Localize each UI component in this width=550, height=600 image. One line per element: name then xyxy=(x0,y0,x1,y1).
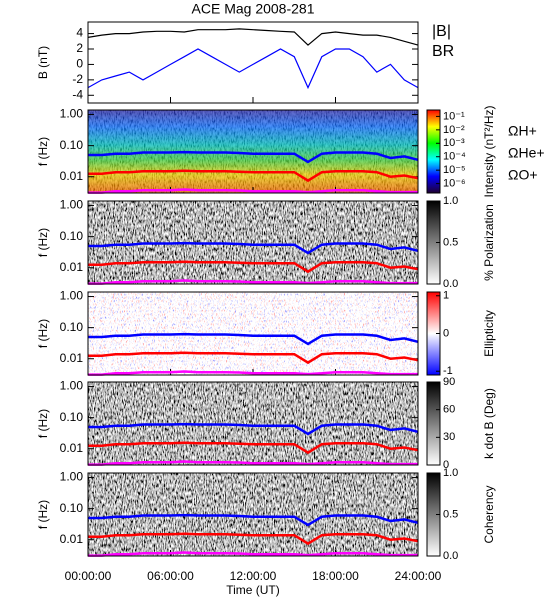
y-tick-label: 1.00 xyxy=(60,198,84,212)
gyro-line xyxy=(88,332,419,346)
y-tick-label: 0.01 xyxy=(60,351,84,365)
colorbar-tick-label: 60 xyxy=(443,404,455,416)
y-axis-label: f (Hz) xyxy=(36,500,50,529)
colorbar-tick-label: 0 xyxy=(443,327,449,339)
colorbar-tick-label: 10⁻¹ xyxy=(443,110,465,122)
gyro-line xyxy=(88,551,418,557)
colorbar-tick-label: 10⁻⁵ xyxy=(443,164,466,176)
colorbar xyxy=(426,109,441,194)
gyro-line xyxy=(88,188,418,194)
colorbar-tick-label: 1.0 xyxy=(443,467,458,479)
spectrogram-image xyxy=(88,473,418,556)
colorbar-label: Coherency xyxy=(482,485,496,543)
gyro-line xyxy=(88,370,418,376)
gyro-line xyxy=(88,422,419,436)
legend-label: ΩHe+ xyxy=(508,145,545,161)
y-tick-label: 0.01 xyxy=(60,532,84,546)
line-series xyxy=(87,48,419,90)
colorbar-label: Ellipticity xyxy=(482,310,496,357)
y-tick-label: 0.10 xyxy=(60,320,84,334)
y-tick-label: 0.01 xyxy=(60,169,84,183)
legend-label: BR xyxy=(432,43,454,60)
colorbar-tick-label: 30 xyxy=(443,431,455,443)
spectrogram-image xyxy=(88,201,418,284)
y-tick-label: 1.00 xyxy=(60,379,84,393)
y-axis-label: f (Hz) xyxy=(36,137,50,166)
gyro-line xyxy=(88,513,419,527)
gyro-line xyxy=(88,241,419,255)
y-tick-label: 0.10 xyxy=(60,138,84,152)
spectrogram-texture xyxy=(88,110,418,193)
y-tick-label: 0.01 xyxy=(60,441,84,455)
y-tick-label: 2 xyxy=(76,41,83,55)
colorbar-tick-label: 1.0 xyxy=(443,195,458,207)
plot-frame xyxy=(87,381,419,466)
colorbar-tick-label: 10⁻³ xyxy=(443,137,465,149)
colorbar xyxy=(426,381,441,466)
plot-frame xyxy=(87,21,419,104)
legend-label: ΩH+ xyxy=(508,123,537,139)
legend-label: ΩO+ xyxy=(508,167,538,183)
colorbar-tick-label: -1 xyxy=(443,365,453,377)
x-tick-label: 18:00:00 xyxy=(312,569,359,583)
y-axis-label: f (Hz) xyxy=(36,228,50,257)
x-tick-label: 24:00:00 xyxy=(395,569,442,583)
gyro-line xyxy=(88,532,419,546)
gyro-line xyxy=(88,351,419,365)
colorbar-tick-label: 0.0 xyxy=(443,278,458,290)
y-tick-label: 0.10 xyxy=(60,501,84,515)
plot-frame xyxy=(87,200,419,285)
y-tick-label: 0.01 xyxy=(60,260,84,274)
y-tick-label: 4 xyxy=(76,26,83,40)
colorbar-tick-label: 0.5 xyxy=(443,236,458,248)
chart-title: ACE Mag 2008-281 xyxy=(192,1,315,17)
y-tick-label: 1.00 xyxy=(60,107,84,121)
y-tick-label: 1.00 xyxy=(60,289,84,303)
gyro-line xyxy=(88,279,418,285)
spectrogram-image xyxy=(88,382,418,465)
colorbar-tick-label: 10⁻² xyxy=(443,124,465,136)
gyro-line xyxy=(88,460,418,466)
colorbar-tick-label: 10⁻⁶ xyxy=(443,178,466,190)
gyro-line xyxy=(88,169,419,183)
y-tick-label: 0.10 xyxy=(60,410,84,424)
plot-frame xyxy=(87,109,419,194)
spectrogram-image xyxy=(88,292,418,375)
colorbar-tick-label: 0 xyxy=(443,459,449,471)
x-tick-label: 00:00:00 xyxy=(65,569,112,583)
y-tick-label: -2 xyxy=(72,72,83,86)
plot-frame xyxy=(87,291,419,376)
y-axis-label: B (nT) xyxy=(36,46,50,79)
y-tick-label: 0.10 xyxy=(60,229,84,243)
x-axis-label: Time (UT) xyxy=(226,583,280,597)
colorbar-label: % Polarization xyxy=(482,204,496,281)
y-tick-label: 1.00 xyxy=(60,470,84,484)
legend-label: |B| xyxy=(432,23,451,40)
x-tick-label: 06:00:00 xyxy=(147,569,194,583)
plot-frame xyxy=(87,472,419,557)
y-tick-label: 0 xyxy=(76,57,83,71)
colorbar-tick-label: 0.5 xyxy=(443,508,458,520)
y-axis-label: f (Hz) xyxy=(36,409,50,438)
gyro-line xyxy=(88,260,419,274)
x-tick-label: 12:00:00 xyxy=(230,569,277,583)
colorbar-label: k dot B (Deg) xyxy=(482,388,496,459)
colorbar-tick-label: 90 xyxy=(443,376,455,388)
y-tick-label: -4 xyxy=(72,87,83,101)
gyro-line xyxy=(88,441,419,455)
colorbar-tick-label: 1 xyxy=(443,290,449,302)
colorbar-label: Intensity (nT²/Hz) xyxy=(482,105,496,197)
y-axis-label: f (Hz) xyxy=(36,319,50,348)
colorbar-tick-label: 0.0 xyxy=(443,550,458,562)
gyro-line xyxy=(88,150,419,164)
line-series xyxy=(87,28,419,46)
colorbar-tick-label: 10⁻⁴ xyxy=(443,151,466,163)
